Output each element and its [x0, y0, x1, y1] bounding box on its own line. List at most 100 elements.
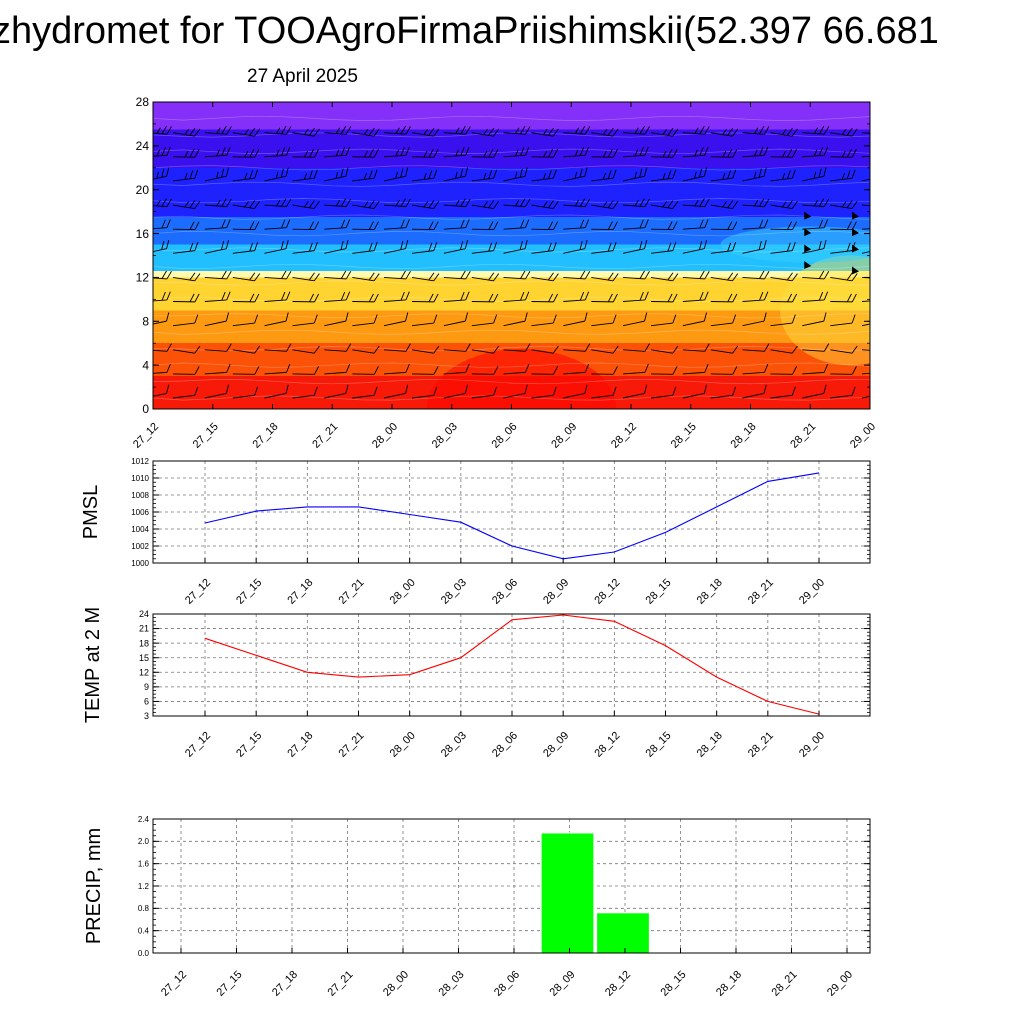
wind-barb: [861, 349, 870, 352]
series-line: [204, 614, 820, 715]
wind-barb: [830, 314, 856, 327]
y-tick-label: 0.8: [138, 904, 150, 913]
wind-barb: [682, 198, 710, 208]
wind-barb: [591, 242, 617, 254]
wind-barb: [563, 219, 590, 230]
wind-barb: [324, 146, 351, 158]
wind-barb: [770, 345, 798, 354]
x-tick-label: 28_03: [439, 730, 469, 760]
wind-barb: [503, 270, 531, 280]
precip-bar: [540, 832, 595, 954]
wind-barb: [861, 154, 870, 158]
x-tick-label: 28_09: [541, 577, 571, 607]
y-tick-label: 12: [139, 667, 149, 677]
x-tick-label: 28_03: [439, 577, 469, 607]
wind-barb: [383, 270, 411, 280]
y-tick-label: 12: [136, 271, 150, 285]
wind-temperature-panel: 0 4 8 12 16 20 24 28 27_12 27_15 27_18 27_21 28_00 28…: [131, 95, 878, 451]
wind-barb: [563, 239, 588, 254]
wind-barb: [383, 125, 411, 135]
wind-barb: [443, 198, 471, 208]
wind-barb: [443, 291, 470, 302]
wind-barb: [292, 221, 320, 231]
wind-barb: [802, 219, 829, 230]
wind-barb: [682, 167, 708, 182]
wind-barb: [861, 371, 870, 375]
wind-barb: [710, 272, 739, 282]
wind-barb: [861, 204, 870, 208]
x-tick-label: 28_15: [644, 730, 674, 760]
wind-barb: [264, 363, 291, 375]
y-tick-label: 18: [139, 638, 149, 648]
wind-barb: [622, 146, 649, 158]
wind-barb: [411, 293, 439, 303]
wind-barb: [742, 312, 767, 327]
wind-barb: [531, 148, 559, 158]
y-tick-label: 0.4: [138, 926, 150, 935]
wind-barb: [861, 299, 870, 302]
wind-barb: [443, 219, 470, 230]
wind-barb: [591, 127, 619, 137]
wind-barb: [411, 169, 438, 182]
wind-pennant: [804, 260, 812, 269]
wind-barb: [471, 242, 498, 254]
wind-barb: [802, 239, 827, 254]
wind-barb: [232, 169, 259, 182]
wind-barb: [232, 366, 260, 375]
wind-barb: [292, 386, 318, 399]
wind-barb: [153, 312, 170, 327]
wind-barb: [622, 125, 650, 135]
wind-barb: [172, 169, 199, 182]
wind-barb: [411, 345, 440, 354]
wind-barb: [770, 314, 796, 327]
wind-barb: [232, 221, 260, 231]
wind-barb: [443, 167, 469, 182]
wind-barb: [204, 270, 232, 280]
wind-barb: [471, 386, 498, 399]
wind-barb: [591, 293, 618, 303]
wind-barb: [292, 242, 318, 254]
wind-barb: [770, 148, 798, 158]
wind-barb: [503, 312, 528, 327]
wind-barb: [802, 167, 827, 182]
x-tick-label: 28_06: [490, 421, 520, 451]
x-tick-label: 28_09: [548, 969, 578, 999]
x-tick-label: 27_21: [337, 577, 367, 607]
wind-barb: [503, 219, 530, 230]
wind-barb: [324, 312, 349, 327]
wind-barb: [650, 221, 678, 231]
wind-barb: [411, 127, 440, 137]
wind-barb: [742, 167, 767, 182]
wind-barb: [324, 167, 349, 182]
wind-barb: [324, 270, 352, 280]
wind-barb: [591, 200, 619, 209]
y-tick-label: 3: [144, 711, 149, 721]
precipitation-panel: 0.0 0.4 0.8 1.2 1.6 2.0 2.4 27_12 27_15 27_18 27_2…: [83, 815, 871, 999]
wind-barb: [352, 345, 380, 354]
x-tick-label: 28_18: [714, 969, 744, 999]
wind-barb: [232, 272, 261, 282]
wind-barb: [861, 248, 870, 254]
wind-barb: [531, 386, 557, 399]
wind-barb: [710, 345, 739, 354]
wind-pennant: [804, 244, 812, 253]
x-tick-label: 28_21: [746, 730, 776, 760]
wind-barb: [770, 221, 798, 231]
wind-barb: [153, 239, 170, 254]
x-tick-label: 28_09: [541, 730, 571, 760]
wind-barb: [264, 146, 291, 158]
wind-barb: [802, 312, 827, 327]
wind-barb: [172, 366, 200, 375]
x-tick-label: 27_15: [234, 577, 264, 607]
wind-barb: [650, 345, 679, 354]
wind-barb: [232, 127, 261, 137]
wind-barb: [531, 272, 559, 282]
wind-barb: [650, 200, 679, 209]
wind-barb: [471, 200, 500, 209]
wind-barb: [503, 384, 528, 399]
x-tick-label: 28_00: [381, 969, 411, 999]
y-axis-title: TEMP at 2 M: [82, 607, 104, 723]
wind-barb: [503, 343, 531, 352]
wind-barb: [352, 242, 378, 254]
wind-barb: [563, 125, 591, 135]
